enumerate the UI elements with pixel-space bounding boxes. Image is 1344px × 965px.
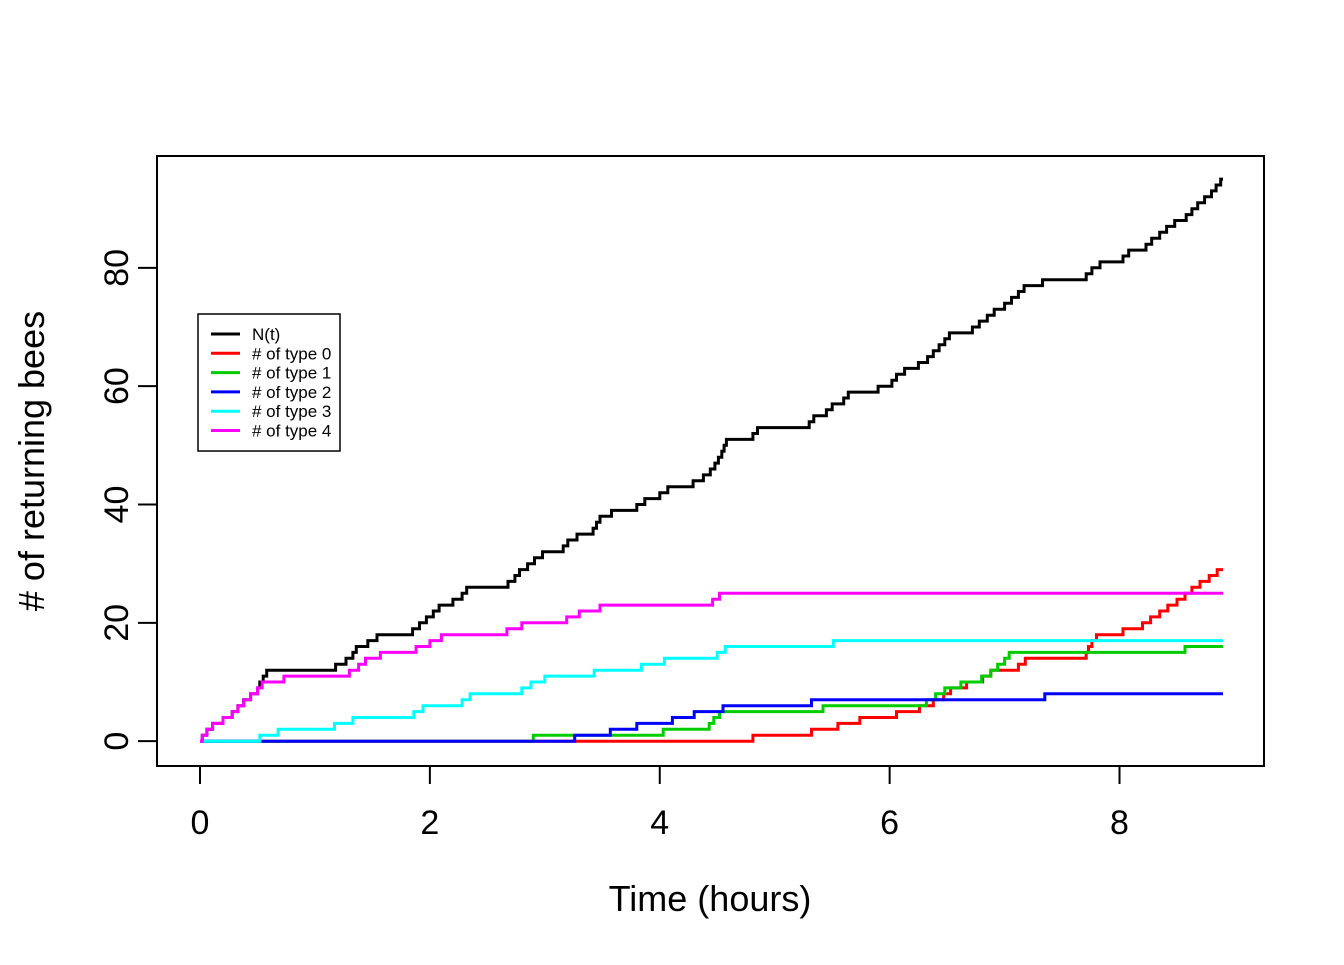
y-axis: 0 20 40 60 80	[98, 249, 157, 751]
plot-box	[156, 155, 1265, 767]
x-tick-label: 0	[191, 804, 210, 842]
legend-label: # of type 0	[252, 344, 331, 363]
y-tick-label: 0	[98, 732, 136, 751]
y-tick-label: 60	[98, 367, 136, 405]
series-group	[200, 177, 1223, 743]
series-line-n-t	[200, 177, 1223, 743]
x-tick-label: 6	[880, 804, 899, 842]
x-axis: 0 2 4 6 8	[191, 766, 1129, 842]
legend-item: N(t)	[211, 325, 280, 344]
legend-item: # of type 2	[211, 383, 331, 402]
legend: N(t)# of type 0# of type 1# of type 2# o…	[197, 313, 341, 452]
legend-label: # of type 2	[252, 383, 331, 402]
legend-item: # of type 1	[211, 364, 331, 383]
series-line-of-type-3	[200, 639, 1223, 743]
y-tick-label: 80	[98, 249, 136, 287]
y-axis-title: # of returning bees	[11, 311, 52, 611]
legend-label: # of type 3	[252, 402, 331, 421]
series-line-of-type-1	[200, 645, 1223, 743]
series-line-of-type-4	[200, 591, 1223, 743]
legend-label: # of type 1	[252, 364, 331, 383]
y-tick-label: 40	[98, 486, 136, 524]
legend-box	[197, 313, 341, 452]
x-tick-label: 4	[650, 804, 669, 842]
x-axis-title: Time (hours)	[609, 878, 812, 919]
x-tick-label: 8	[1110, 804, 1129, 842]
legend-item: # of type 0	[211, 344, 331, 363]
legend-label: # of type 4	[252, 422, 331, 441]
y-tick-label: 20	[98, 604, 136, 642]
series-line-of-type-2	[200, 692, 1223, 743]
series-line-of-type-0	[200, 568, 1223, 743]
legend-item: # of type 3	[211, 402, 331, 421]
legend-item: # of type 4	[211, 422, 331, 441]
x-tick-label: 2	[420, 804, 439, 842]
legend-label: N(t)	[252, 325, 280, 344]
